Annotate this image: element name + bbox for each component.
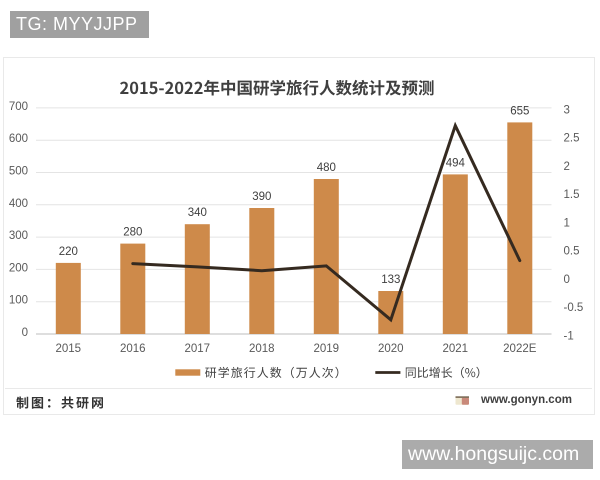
- svg-text:390: 390: [252, 191, 271, 203]
- svg-text:1: 1: [564, 217, 570, 229]
- svg-text:0: 0: [22, 327, 28, 339]
- svg-text:1.5: 1.5: [564, 189, 580, 201]
- svg-text:2017: 2017: [185, 343, 211, 355]
- svg-text:2015: 2015: [56, 343, 82, 355]
- svg-text:2018: 2018: [249, 343, 275, 355]
- svg-text:494: 494: [446, 157, 466, 169]
- svg-text:300: 300: [9, 230, 28, 242]
- svg-text:280: 280: [123, 227, 142, 239]
- svg-text:2016: 2016: [120, 343, 146, 355]
- svg-text:133: 133: [381, 274, 400, 286]
- svg-text:0: 0: [564, 274, 570, 286]
- svg-text:-0.5: -0.5: [564, 302, 584, 314]
- svg-text:400: 400: [9, 198, 28, 210]
- svg-text:700: 700: [9, 101, 28, 113]
- svg-text:2021: 2021: [443, 343, 469, 355]
- svg-text:2022E: 2022E: [503, 343, 537, 355]
- svg-text:340: 340: [188, 207, 207, 219]
- svg-text:2020: 2020: [378, 343, 404, 355]
- svg-text:220: 220: [59, 246, 78, 258]
- svg-text:3: 3: [564, 104, 570, 116]
- svg-text:0.5: 0.5: [564, 246, 580, 258]
- svg-text:655: 655: [510, 105, 529, 117]
- svg-text:100: 100: [9, 295, 28, 307]
- svg-text:-1: -1: [564, 331, 574, 343]
- svg-text:600: 600: [9, 133, 28, 145]
- svg-text:480: 480: [317, 162, 336, 174]
- svg-text:2019: 2019: [314, 343, 340, 355]
- svg-text:2.5: 2.5: [564, 133, 580, 145]
- svg-text:500: 500: [9, 166, 28, 178]
- svg-text:200: 200: [9, 262, 28, 274]
- svg-text:www.gonyn.com: www.gonyn.com: [480, 394, 572, 406]
- svg-text:2: 2: [564, 161, 570, 173]
